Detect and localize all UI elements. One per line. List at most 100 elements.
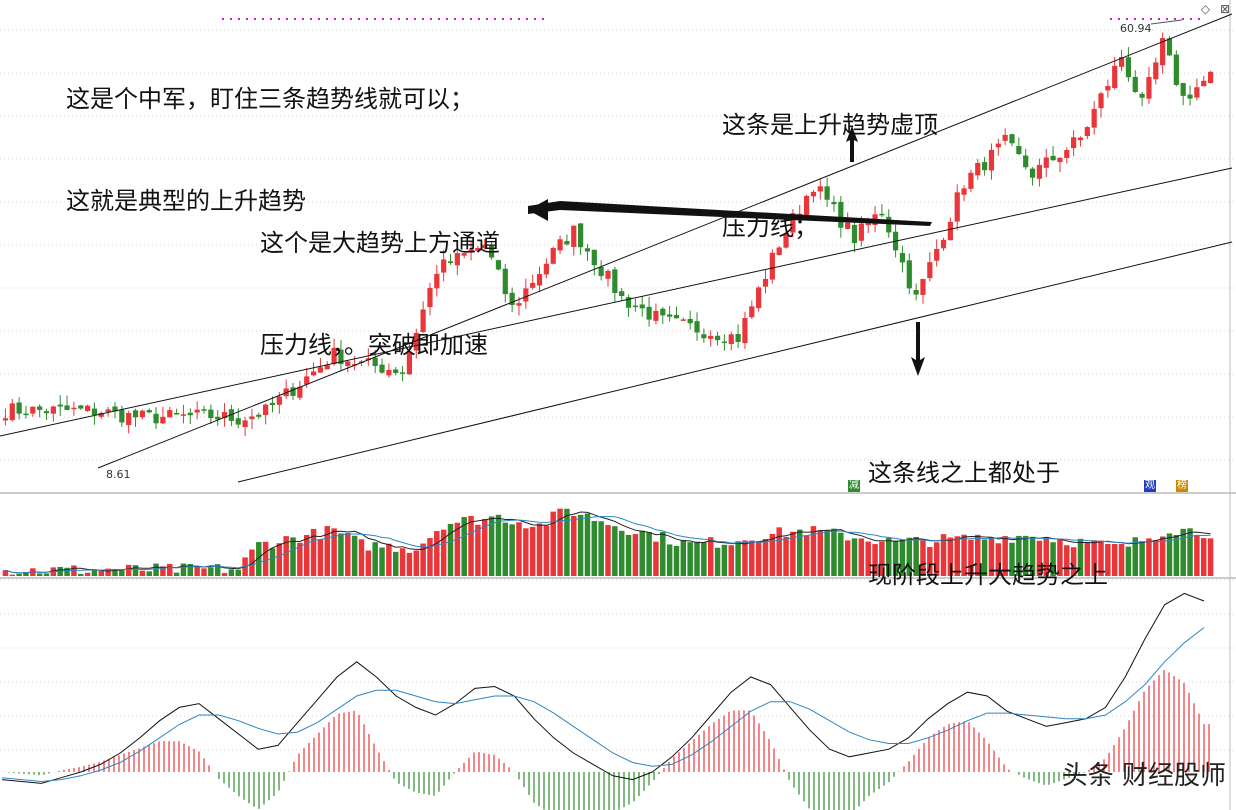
macd-dif-line	[1, 592, 1205, 784]
volume-bar	[851, 538, 858, 576]
volume-bar	[591, 520, 598, 576]
annotation-middle: 这个是大趋势上方通道 压力线，。突破即加速	[260, 158, 500, 396]
volume-bar	[1153, 539, 1159, 576]
volume-bar	[1084, 542, 1091, 576]
candle-body	[886, 216, 892, 233]
candle-body	[906, 260, 912, 289]
candle-body	[858, 223, 864, 241]
high-price-label: 60.94	[1120, 22, 1152, 35]
candle-body	[1105, 85, 1111, 91]
candle-body	[920, 279, 926, 295]
candle-body	[146, 410, 152, 413]
diamond-icon[interactable]: ◇	[1200, 2, 1211, 16]
candle-body	[530, 282, 536, 288]
candle-body	[208, 409, 214, 419]
volume-bar	[550, 511, 556, 576]
candle-body	[324, 365, 330, 370]
volume-bar	[427, 538, 433, 576]
candle-body	[386, 369, 392, 376]
candle-body	[845, 222, 851, 229]
candle-body	[112, 406, 118, 412]
volume-bar	[262, 541, 269, 576]
candle-body	[749, 306, 755, 318]
badge-xiaofang[interactable]: 观	[1144, 480, 1156, 492]
volume-bar	[201, 568, 207, 576]
volume-bar	[961, 534, 967, 576]
candle-body	[345, 361, 351, 366]
candle-body	[167, 410, 173, 418]
candle-body	[982, 162, 988, 171]
volume-bar	[495, 514, 502, 576]
volume-bar	[1098, 540, 1104, 576]
volume-bar	[906, 537, 913, 576]
candle-body	[975, 162, 981, 176]
volume-bar	[899, 539, 906, 576]
candle-body	[290, 387, 296, 396]
volume-bar	[454, 522, 461, 576]
badge-jian[interactable]: 减	[848, 480, 860, 492]
volume-bar	[1146, 538, 1152, 576]
candle-body	[1146, 77, 1152, 99]
volume-bar	[1022, 535, 1029, 576]
candle-body	[728, 334, 734, 344]
volume-bar	[91, 569, 98, 576]
candle-body	[632, 305, 638, 308]
volume-bar	[1159, 536, 1166, 576]
volume-bar	[571, 515, 577, 576]
candle-body	[50, 406, 56, 414]
volume-bar	[160, 566, 166, 576]
volume-ma-long	[5, 515, 1211, 574]
candle-body	[91, 408, 98, 416]
candle-body	[1112, 65, 1118, 88]
candle-body	[516, 303, 522, 306]
candle-body	[913, 290, 919, 295]
candle-body	[646, 306, 652, 320]
volume-bar	[584, 513, 591, 576]
volume-bar	[146, 571, 152, 576]
candle-body	[584, 248, 591, 252]
candle-body	[701, 334, 707, 339]
candle-body	[30, 406, 36, 414]
volume-bar	[187, 563, 194, 576]
volume-bar	[249, 549, 255, 576]
volume-bar	[1016, 535, 1022, 576]
volume-bar	[742, 540, 748, 576]
candle-body	[447, 261, 454, 264]
candle-body	[1036, 164, 1042, 179]
candle-body	[372, 357, 378, 367]
arrow-up	[846, 126, 858, 162]
volume-bar	[269, 548, 276, 576]
candle-body	[1098, 93, 1104, 109]
volume-bar	[392, 551, 399, 576]
candle-body	[742, 318, 748, 344]
candle-body	[536, 274, 543, 286]
volume-bar	[139, 570, 146, 576]
volume-bar	[516, 522, 522, 576]
candle-body	[482, 244, 488, 249]
volume-bar	[817, 530, 824, 576]
volume-bar	[125, 564, 132, 576]
volume-bar	[872, 544, 878, 576]
candle-body	[721, 341, 728, 344]
volume-bar	[1194, 534, 1200, 576]
volume-bar	[214, 564, 221, 576]
annotation-line: 这个是大趋势上方通道	[260, 229, 500, 257]
candle-body	[194, 409, 200, 413]
volume-bar	[1139, 541, 1145, 576]
candle-body	[98, 412, 104, 417]
volume-bar	[543, 525, 550, 576]
close-box-icon[interactable]: ⊠	[1219, 2, 1230, 16]
candle-body	[612, 269, 618, 294]
volume-bar	[557, 508, 563, 576]
candle-body	[899, 253, 906, 263]
candle-body	[180, 414, 187, 416]
volume-bar	[796, 529, 803, 576]
volume-bar	[1207, 538, 1214, 576]
volume-bar	[180, 563, 187, 576]
candle-body	[543, 263, 549, 275]
candle-body	[954, 192, 960, 222]
badge-bang[interactable]: 榜	[1176, 480, 1188, 492]
candle-body	[276, 396, 282, 405]
candle-body	[988, 149, 995, 171]
volume-bar	[413, 550, 420, 576]
